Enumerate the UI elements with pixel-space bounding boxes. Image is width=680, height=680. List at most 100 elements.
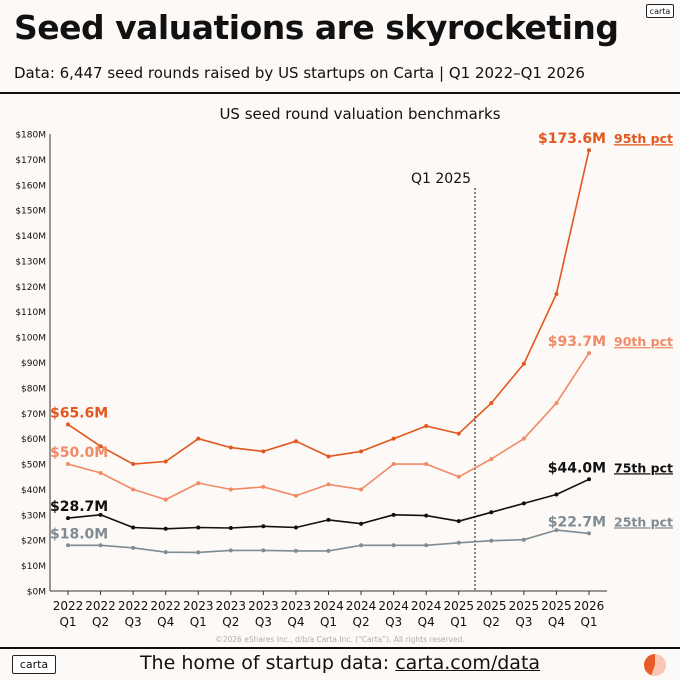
data-point [293,525,298,530]
series-legend-label: 75th pct [614,460,673,475]
x-tick-quarter: Q2 [92,615,109,629]
data-point [196,525,201,530]
x-tick-year: 2022 [53,599,84,613]
x-tick-quarter: Q4 [287,615,304,629]
copyright-note: ©2026 eShares Inc., d/b/a Carta Inc. (“C… [215,635,465,644]
data-point [163,497,168,502]
data-point [326,454,331,459]
page-title: Seed valuations are skyrocketing [14,8,619,47]
data-point [98,543,103,548]
data-point [261,524,266,529]
x-tick-quarter: Q3 [385,615,402,629]
start-value-label: $18.0M [50,526,108,542]
data-point [66,462,70,467]
y-tick-label: $0M [27,588,46,598]
data-point [293,548,298,553]
x-tick-quarter: Q4 [548,615,565,629]
data-point [554,528,559,533]
data-point [587,351,591,356]
series-legend-label: 90th pct [614,334,673,349]
x-tick-quarter: Q2 [222,615,239,629]
data-point [391,512,396,517]
x-tick-year: 2024 [313,599,344,613]
data-point [66,543,70,548]
data-point [424,423,429,428]
x-tick-year: 2023 [183,599,214,613]
data-point [359,543,364,548]
y-tick-label: $90M [21,359,46,369]
data-point [521,537,526,542]
data-point [554,291,559,296]
x-tick-year: 2026 [574,599,605,613]
series-line-90th-pct [67,352,590,501]
data-point [98,444,103,449]
data-point [131,462,136,467]
series-legend-label: 95th pct [614,131,673,146]
x-tick-year: 2025 [509,599,540,613]
data-point [424,543,429,548]
data-point [131,545,136,550]
data-point [196,550,201,555]
data-point [489,456,494,461]
y-tick-label: $70M [21,410,46,420]
data-point [326,482,331,487]
data-point [196,436,201,441]
x-tick-year: 2023 [248,599,279,613]
data-point [587,531,591,536]
data-point [131,525,136,530]
y-tick-label: $180M [15,131,46,141]
carta-mark-icon [644,654,666,676]
y-tick-label: $160M [15,181,46,191]
x-tick-year: 2025 [476,599,507,613]
data-point [521,501,526,506]
x-tick-year: 2022 [150,599,181,613]
data-point [261,548,266,553]
data-point [489,538,494,543]
y-tick-label: $110M [15,308,46,318]
data-point [521,361,526,366]
data-point [489,401,494,406]
y-tick-label: $10M [21,562,46,572]
data-point [424,462,429,467]
data-point [326,517,331,522]
x-tick-quarter: Q1 [320,615,337,629]
footer-tagline-text: The home of startup data: [139,652,396,674]
carta-footer-logo: carta [12,655,56,674]
y-tick-label: $40M [21,486,46,496]
start-value-label: $65.6M [50,405,108,421]
carta-data-link[interactable]: carta.com/data [395,652,541,674]
data-point [228,526,233,531]
x-tick-year: 2024 [411,599,442,613]
data-point [359,487,364,492]
y-tick-label: $140M [15,232,46,242]
data-point [359,449,364,454]
x-tick-year: 2023 [216,599,247,613]
data-point [163,550,168,555]
x-tick-quarter: Q1 [580,615,597,629]
data-point [391,543,396,548]
y-tick-label: $30M [21,511,46,521]
data-point [456,474,461,479]
x-tick-year: 2022 [118,599,149,613]
data-point [587,477,591,482]
y-tick-label: $60M [21,435,46,445]
x-tick-quarter: Q4 [157,615,174,629]
data-point [196,481,201,486]
y-tick-label: $80M [21,384,46,394]
x-tick-year: 2024 [346,599,377,613]
data-point [66,516,70,521]
x-tick-quarter: Q2 [483,615,500,629]
y-tick-label: $100M [15,334,46,344]
data-point [98,470,103,475]
y-tick-label: $130M [15,257,46,267]
data-point [228,487,233,492]
data-point [456,519,461,524]
series-line-95th-pct [67,150,590,465]
x-tick-quarter: Q1 [59,615,76,629]
chart-title: US seed round valuation benchmarks [219,105,500,123]
q1-2025-annotation: Q1 2025 [411,171,471,187]
data-point [456,431,461,436]
data-point [456,540,461,545]
x-tick-quarter: Q2 [353,615,370,629]
data-point [131,487,136,492]
